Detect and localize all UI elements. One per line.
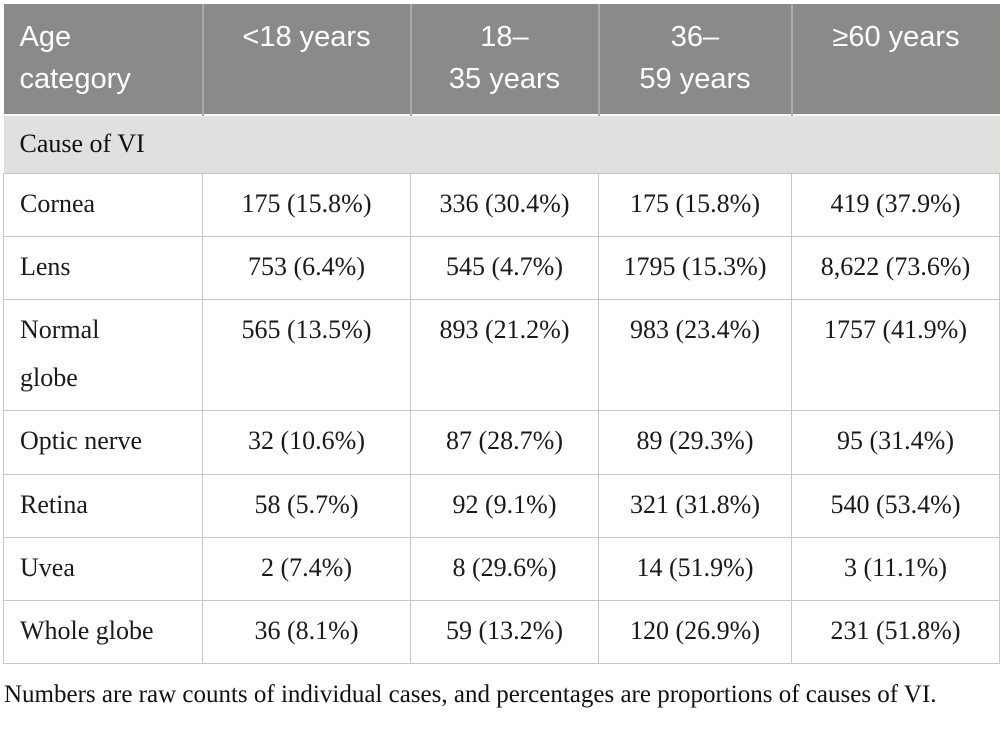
table-row: Retina 58 (5.7%) 92 (9.1%) 321 (31.8%) 540 (… xyxy=(3,473,1000,538)
column-header-0: Age category xyxy=(3,4,203,116)
data-cell: 14 (51.9%) xyxy=(598,536,792,601)
row-label: Cornea xyxy=(3,173,203,238)
column-header-3: 36– 59 years xyxy=(597,4,792,116)
table-row: Uvea 2 (7.4%) 8 (29.6%) 14 (51.9%) 3 (11.1%) xyxy=(3,536,1000,601)
data-cell: 175 (15.8%) xyxy=(202,173,411,238)
data-cell: 120 (26.9%) xyxy=(598,599,792,664)
data-cell: 419 (37.9%) xyxy=(791,173,1000,238)
row-label: Lens xyxy=(3,236,203,301)
data-cell: 175 (15.8%) xyxy=(598,173,792,238)
data-cell: 2 (7.4%) xyxy=(202,536,411,601)
data-cell: 1757 (41.9%) xyxy=(791,299,1000,412)
data-cell: 89 (29.3%) xyxy=(598,410,792,475)
data-cell: 58 (5.7%) xyxy=(202,473,411,538)
data-cell: 565 (13.5%) xyxy=(202,299,411,412)
column-header-4: ≥60 years xyxy=(790,4,1000,116)
data-cell: 321 (31.8%) xyxy=(598,473,792,538)
row-label: Whole globe xyxy=(3,599,203,664)
table-row: Normal globe 565 (13.5%) 893 (21.2%) 983 (2… xyxy=(3,299,1000,412)
paper-table-figure: Age category <18 years 18– 35 years 36– 59 … xyxy=(3,4,1000,708)
data-cell: 8,622 (73.6%) xyxy=(791,236,1000,301)
causes-of-vi-by-age-table: Age category <18 years 18– 35 years 36– 59 … xyxy=(3,4,1000,664)
data-cell: 231 (51.8%) xyxy=(791,599,1000,664)
row-label: Normal globe xyxy=(3,299,203,412)
data-cell: 92 (9.1%) xyxy=(410,473,599,538)
data-cell: 59 (13.2%) xyxy=(410,599,599,664)
section-header-cause-of-vi: Cause of VI xyxy=(3,114,1000,175)
data-cell: 753 (6.4%) xyxy=(202,236,411,301)
table-footnote: Numbers are raw counts of individual cas… xyxy=(4,680,937,708)
data-cell: 336 (30.4%) xyxy=(410,173,599,238)
data-cell: 3 (11.1%) xyxy=(791,536,1000,601)
data-cell: 983 (23.4%) xyxy=(598,299,792,412)
data-cell: 1795 (15.3%) xyxy=(598,236,792,301)
data-cell: 87 (28.7%) xyxy=(410,410,599,475)
data-cell: 36 (8.1%) xyxy=(202,599,411,664)
column-header-1: <18 years xyxy=(201,4,411,116)
row-label: Uvea xyxy=(3,536,203,601)
data-cell: 893 (21.2%) xyxy=(410,299,599,412)
table-row: Cornea 175 (15.8%) 336 (30.4%) 175 (15.8%) 4… xyxy=(3,173,1000,238)
data-cell: 545 (4.7%) xyxy=(410,236,599,301)
data-cell: 95 (31.4%) xyxy=(791,410,1000,475)
data-cell: 540 (53.4%) xyxy=(791,473,1000,538)
table-row: Lens 753 (6.4%) 545 (4.7%) 1795 (15.3%) 8,62… xyxy=(3,236,1000,301)
row-label: Retina xyxy=(3,473,203,538)
section-row: Cause of VI xyxy=(3,114,1000,175)
data-cell: 32 (10.6%) xyxy=(202,410,411,475)
header-row: Age category <18 years 18– 35 years 36– 59 … xyxy=(3,4,1000,116)
data-cell: 8 (29.6%) xyxy=(410,536,599,601)
table-row: Whole globe 36 (8.1%) 59 (13.2%) 120 (26.9%… xyxy=(3,599,1000,664)
row-label: Optic nerve xyxy=(3,410,203,475)
table-row: Optic nerve 32 (10.6%) 87 (28.7%) 89 (29.3%… xyxy=(3,410,1000,475)
column-header-2: 18– 35 years xyxy=(409,4,599,116)
